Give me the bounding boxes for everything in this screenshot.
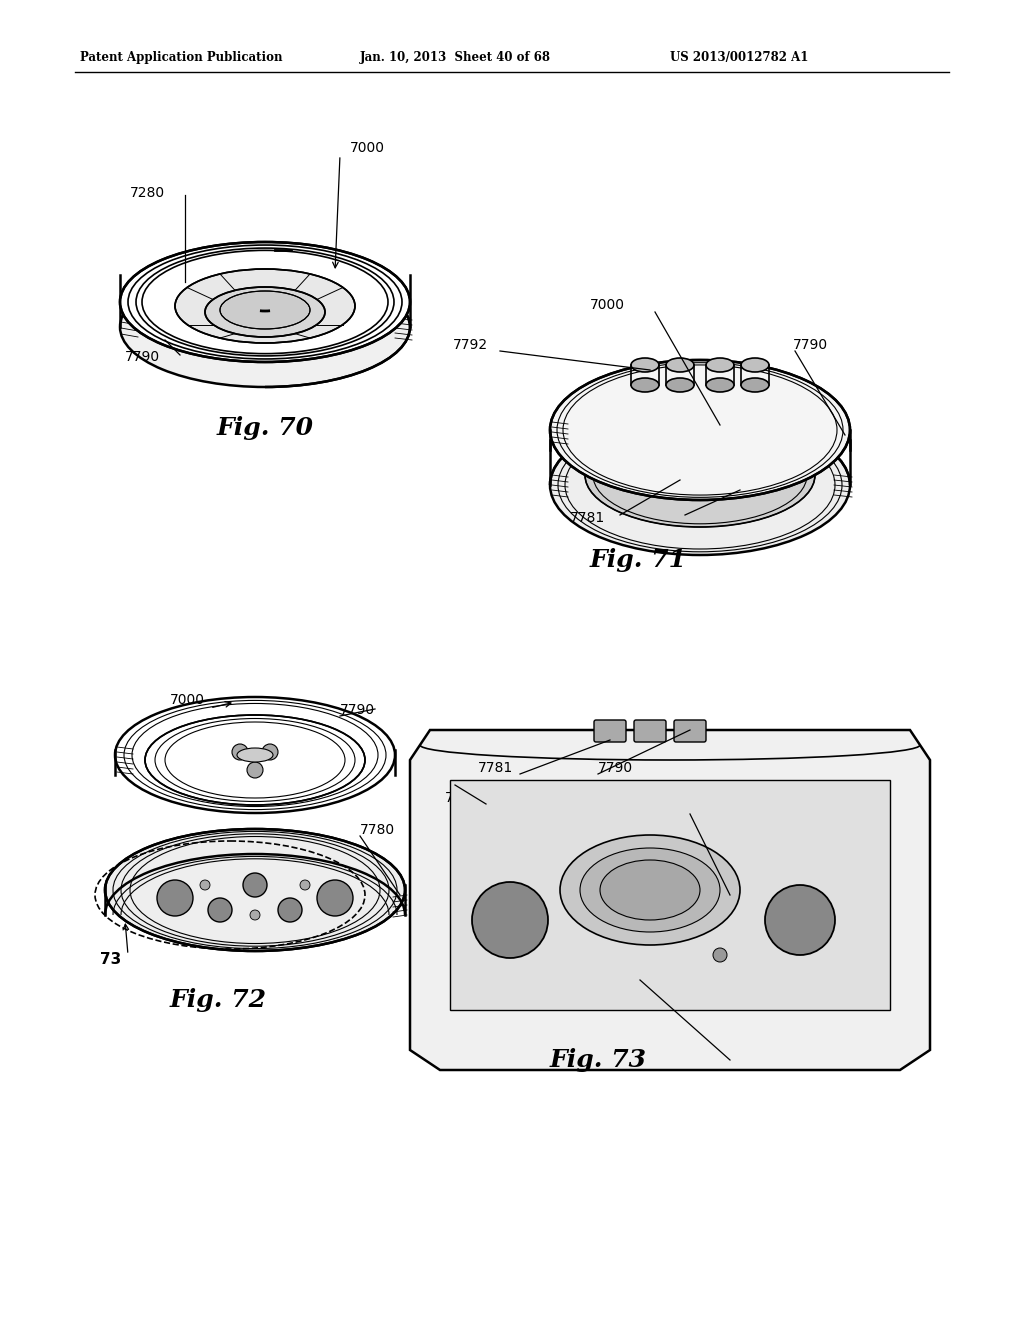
Circle shape	[232, 744, 248, 760]
Text: 7790: 7790	[340, 704, 375, 717]
Text: 7000: 7000	[350, 141, 385, 154]
Ellipse shape	[205, 286, 325, 337]
Circle shape	[247, 762, 263, 777]
Ellipse shape	[706, 378, 734, 392]
Polygon shape	[410, 730, 930, 1071]
Text: Fig. 73: Fig. 73	[550, 1048, 647, 1072]
Ellipse shape	[120, 267, 410, 387]
Ellipse shape	[666, 358, 694, 372]
Ellipse shape	[585, 422, 815, 527]
Circle shape	[208, 898, 232, 921]
Text: 7790: 7790	[793, 338, 828, 352]
Circle shape	[765, 884, 835, 954]
Text: 7280: 7280	[130, 186, 165, 201]
Ellipse shape	[600, 861, 700, 920]
Circle shape	[262, 744, 278, 760]
Text: Jan. 10, 2013  Sheet 40 of 68: Jan. 10, 2013 Sheet 40 of 68	[360, 51, 551, 65]
Text: 7790: 7790	[125, 350, 160, 364]
Ellipse shape	[220, 290, 310, 329]
Circle shape	[472, 882, 548, 958]
Circle shape	[157, 880, 193, 916]
Text: 7000: 7000	[170, 693, 205, 708]
Text: 7000: 7000	[590, 298, 625, 312]
Ellipse shape	[120, 242, 410, 362]
Ellipse shape	[631, 378, 659, 392]
FancyBboxPatch shape	[674, 719, 706, 742]
Circle shape	[250, 909, 260, 920]
Text: US 2013/0012782 A1: US 2013/0012782 A1	[670, 51, 808, 65]
Ellipse shape	[631, 358, 659, 372]
Text: Fig. 70: Fig. 70	[216, 416, 313, 440]
Polygon shape	[450, 780, 890, 1010]
Text: Fig. 71: Fig. 71	[590, 548, 687, 572]
Text: 7792: 7792	[453, 338, 488, 352]
Ellipse shape	[105, 829, 406, 950]
Ellipse shape	[118, 248, 412, 372]
Text: Fig. 72: Fig. 72	[170, 987, 267, 1012]
Text: 7790: 7790	[598, 762, 633, 775]
Text: 7792: 7792	[690, 801, 725, 814]
Text: Patent Application Publication: Patent Application Publication	[80, 51, 283, 65]
Circle shape	[243, 873, 267, 898]
Circle shape	[200, 880, 210, 890]
Ellipse shape	[237, 748, 273, 762]
Ellipse shape	[741, 358, 769, 372]
Ellipse shape	[550, 414, 850, 554]
Ellipse shape	[550, 360, 850, 500]
Ellipse shape	[706, 358, 734, 372]
Text: 7781: 7781	[478, 762, 513, 775]
Ellipse shape	[145, 715, 365, 805]
Text: 7780: 7780	[685, 511, 720, 525]
Text: 7781: 7781	[570, 511, 605, 525]
Ellipse shape	[741, 378, 769, 392]
FancyBboxPatch shape	[634, 719, 666, 742]
Text: 7780: 7780	[640, 978, 675, 993]
Ellipse shape	[560, 836, 740, 945]
Ellipse shape	[545, 341, 855, 570]
Circle shape	[278, 898, 302, 921]
Ellipse shape	[175, 269, 355, 343]
Circle shape	[300, 880, 310, 890]
Circle shape	[713, 948, 727, 962]
Text: 73: 73	[100, 953, 121, 968]
Text: 7780: 7780	[360, 822, 395, 837]
Ellipse shape	[666, 378, 694, 392]
Circle shape	[317, 880, 353, 916]
FancyBboxPatch shape	[594, 719, 626, 742]
Text: 7783: 7783	[445, 791, 480, 805]
Ellipse shape	[580, 847, 720, 932]
